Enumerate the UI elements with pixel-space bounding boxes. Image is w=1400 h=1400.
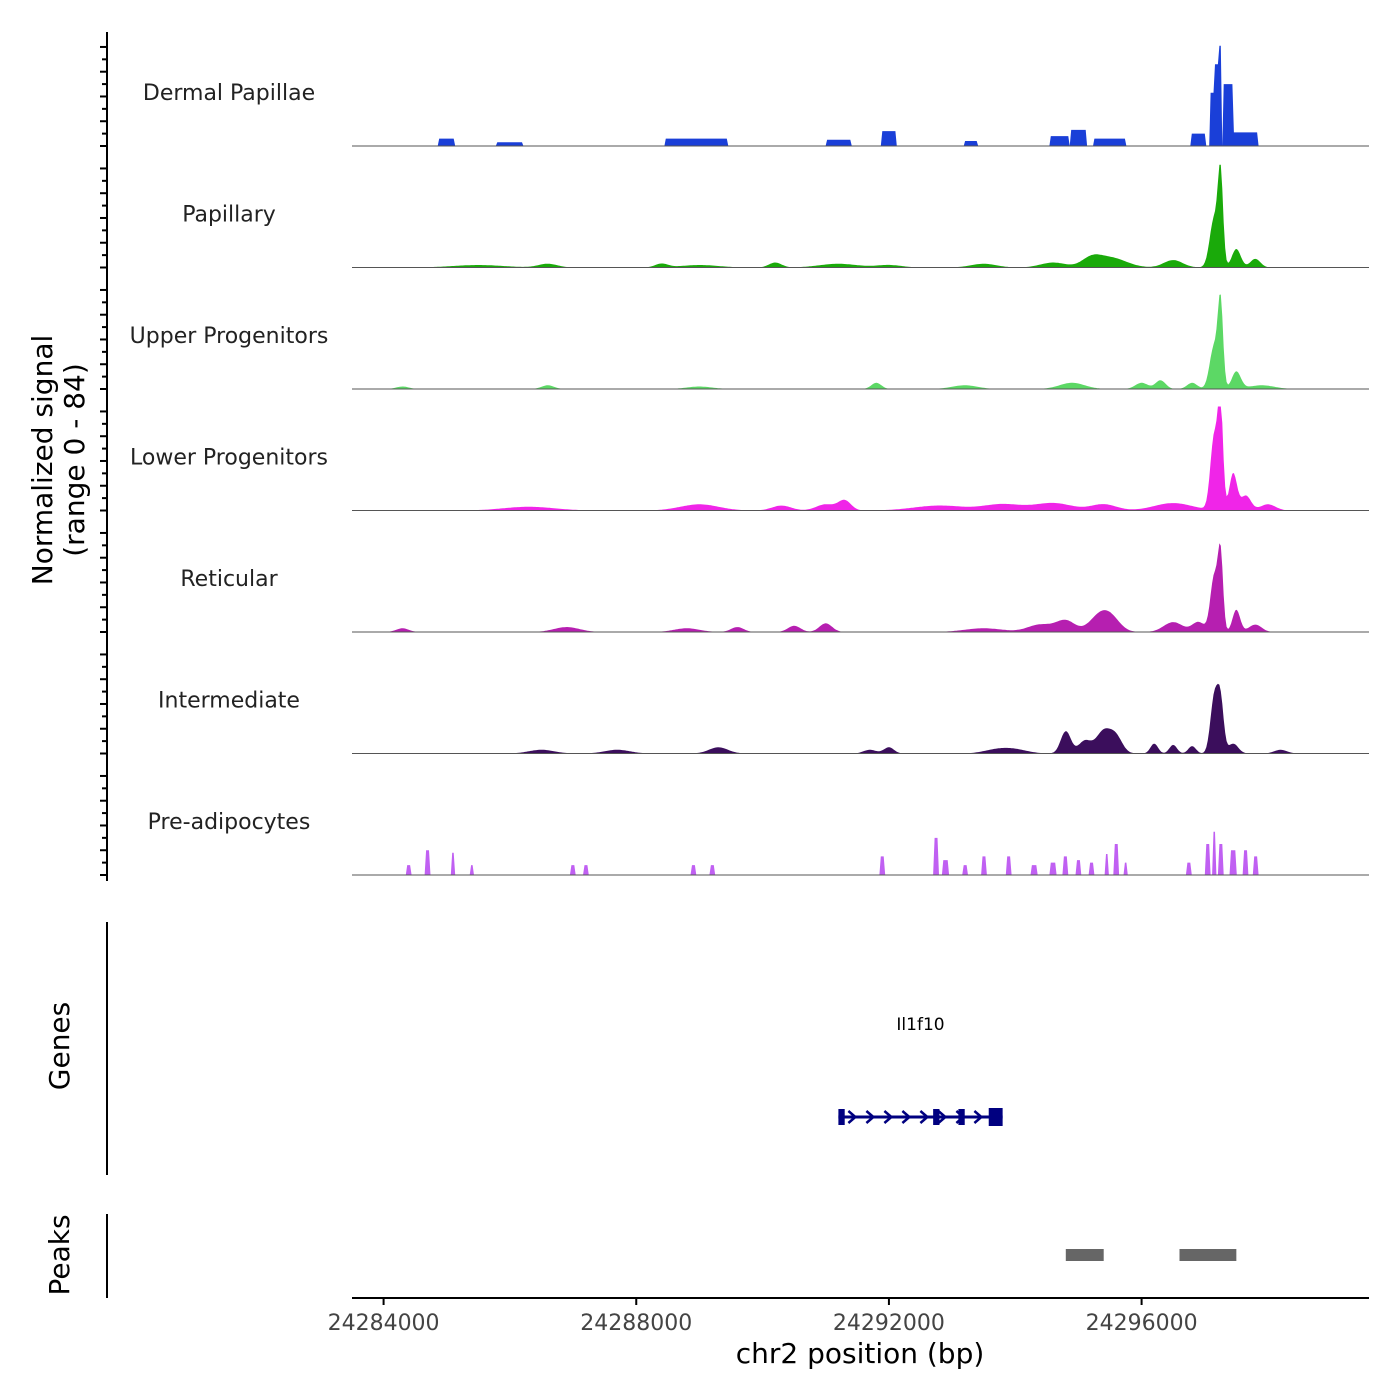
signal-area bbox=[352, 45, 1369, 147]
track-label: Pre-adipocytes bbox=[148, 810, 311, 835]
x-axis-title: chr2 position (bp) bbox=[736, 1337, 985, 1370]
peak-region bbox=[1065, 1249, 1104, 1261]
track-label: Papillary bbox=[182, 203, 276, 228]
signal-area bbox=[352, 164, 1369, 268]
signal-track: Pre-adipocytes bbox=[148, 810, 1369, 876]
track-label: Intermediate bbox=[158, 689, 300, 714]
gene-label: Il1f10 bbox=[896, 1015, 944, 1035]
signal-track: Papillary bbox=[182, 164, 1369, 268]
gene-track: Il1f10 bbox=[838, 1015, 1003, 1126]
peak-track bbox=[1065, 1249, 1237, 1261]
strand-arrow bbox=[865, 1110, 876, 1124]
gene-exon bbox=[933, 1109, 940, 1125]
signal-area bbox=[352, 683, 1369, 754]
gene: Il1f10 bbox=[838, 1015, 1003, 1126]
strand-arrow bbox=[901, 1110, 912, 1124]
peak-region bbox=[1179, 1249, 1237, 1261]
x-tick-label: 24288000 bbox=[580, 1311, 692, 1336]
signal-area bbox=[352, 543, 1369, 632]
strand-arrow bbox=[847, 1110, 858, 1124]
signal-axis-title-line2: (range 0 - 84) bbox=[58, 363, 91, 557]
strand-arrow bbox=[973, 1110, 984, 1124]
signal-area bbox=[352, 831, 1369, 875]
signal-track: Intermediate bbox=[158, 683, 1369, 754]
strand-arrow bbox=[937, 1110, 948, 1124]
strand-arrow bbox=[919, 1110, 930, 1124]
gene-exon bbox=[838, 1109, 845, 1125]
genes-axis-title: Genes bbox=[43, 1002, 76, 1090]
signal-tracks: Dermal Papillae Papillary Upper Progenitor… bbox=[130, 45, 1369, 876]
gene-exon bbox=[988, 1108, 1003, 1126]
signal-track: Dermal Papillae bbox=[143, 45, 1369, 147]
axes: Normalized signal (range 0 - 84) Genes P… bbox=[26, 32, 1369, 1370]
track-label: Dermal Papillae bbox=[143, 81, 315, 106]
signal-axis-ticks bbox=[100, 45, 107, 876]
signal-axis-title-line1: Normalized signal bbox=[26, 335, 59, 586]
signal-track: Reticular bbox=[180, 543, 1369, 633]
x-tick-label: 24284000 bbox=[328, 1311, 440, 1336]
track-label: Upper Progenitors bbox=[130, 324, 329, 349]
x-tick-label: 24296000 bbox=[1086, 1311, 1198, 1336]
peaks-axis-title: Peaks bbox=[43, 1214, 76, 1295]
signal-area bbox=[352, 406, 1369, 511]
x-tick-label: 24292000 bbox=[833, 1311, 945, 1336]
strand-arrow bbox=[883, 1110, 894, 1124]
signal-track: Lower Progenitors bbox=[130, 406, 1369, 511]
track-label: Reticular bbox=[180, 567, 278, 592]
signal-track: Upper Progenitors bbox=[130, 294, 1369, 390]
signal-area bbox=[352, 294, 1369, 389]
gene-exon bbox=[958, 1109, 965, 1125]
x-axis-ticks: 24284000 24288000 24292000 24296000 bbox=[328, 1298, 1198, 1336]
track-label: Lower Progenitors bbox=[130, 446, 328, 471]
